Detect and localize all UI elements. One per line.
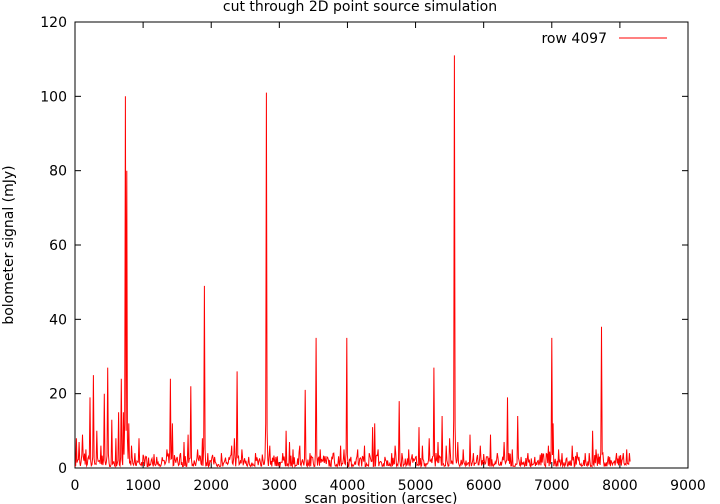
x-tick-label: 9000 (670, 478, 706, 494)
x-tick-label: 6000 (466, 478, 502, 494)
y-tick-label: 120 (40, 15, 67, 31)
y-axis: 0 20 40 60 80 100 120 (40, 15, 688, 477)
x-axis: 0 1000 2000 3000 4000 5000 6000 7000 8000 9000 (71, 22, 706, 494)
y-tick-label: 100 (40, 89, 67, 105)
legend-label: row 4097 (541, 31, 607, 47)
series-line-row-4097 (74, 55, 631, 469)
legend: row 4097 (541, 31, 667, 47)
plot-frame (74, 21, 689, 469)
y-tick-label: 80 (49, 164, 67, 180)
x-tick-label: 4000 (330, 478, 366, 494)
y-tick-label: 0 (58, 461, 67, 477)
x-tick-label: 0 (71, 478, 80, 494)
y-axis-label: bolometer signal (mJy) (1, 165, 17, 324)
x-axis-label: scan position (arcsec) (304, 491, 457, 504)
y-tick-label: 60 (49, 238, 67, 254)
y-tick-label: 20 (49, 387, 67, 403)
x-tick-label: 8000 (602, 478, 638, 494)
x-tick-label: 2000 (193, 478, 229, 494)
chart-title: cut through 2D point source simulation (223, 0, 497, 15)
y-tick-label: 40 (49, 312, 67, 328)
x-tick-label: 3000 (262, 478, 298, 494)
x-tick-label: 7000 (534, 478, 570, 494)
x-tick-label: 1000 (125, 478, 161, 494)
x-tick-label: 5000 (398, 478, 434, 494)
